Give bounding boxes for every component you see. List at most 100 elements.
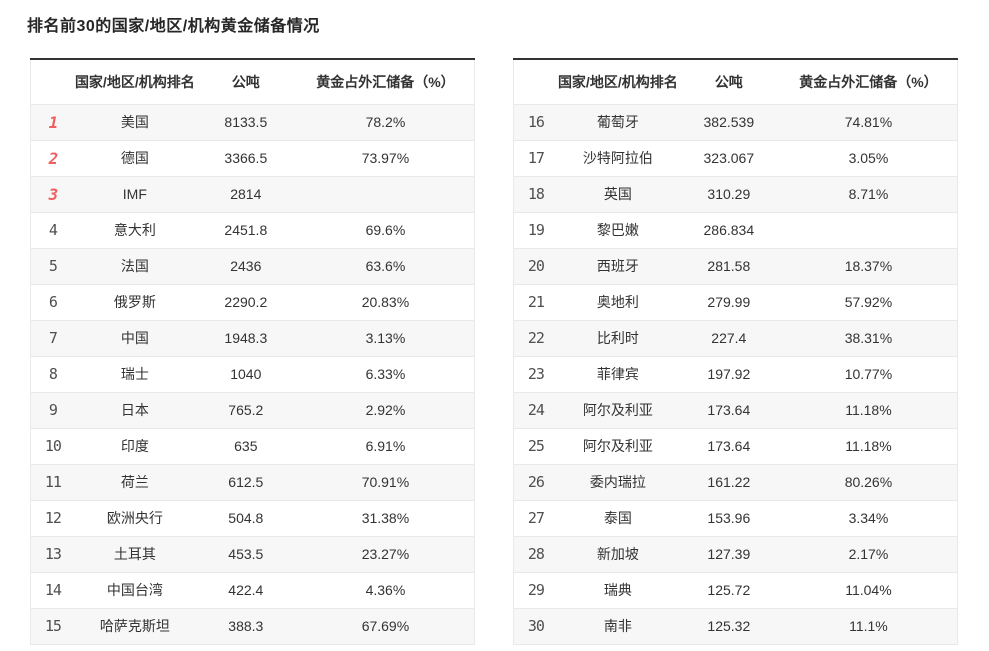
tons-cell: 8133.5 bbox=[194, 104, 297, 141]
table-row: 26 委内瑞拉 161.22 80.26% bbox=[513, 464, 958, 501]
rank-cell: 10 bbox=[30, 428, 75, 465]
table-row: 25 阿尔及利亚 173.64 11.18% bbox=[513, 428, 958, 465]
percent-cell: 2.17% bbox=[779, 536, 958, 573]
rank-cell: 19 bbox=[513, 212, 558, 249]
table-row: 8 瑞士 1040 6.33% bbox=[30, 356, 475, 393]
percent-cell: 38.31% bbox=[779, 320, 958, 357]
country-name-cell: 土耳其 bbox=[74, 536, 195, 573]
percent-cell: 6.33% bbox=[296, 356, 475, 393]
tables-container: 国家/地区/机构排名 公吨 黄金占外汇储备（%） 1 美国 8133.5 78.… bbox=[27, 58, 958, 645]
rank-cell: 6 bbox=[30, 284, 75, 321]
rank-cell: 17 bbox=[513, 140, 558, 177]
tons-cell: 125.32 bbox=[677, 608, 780, 645]
rank-cell: 16 bbox=[513, 104, 558, 141]
country-name-cell: 阿尔及利亚 bbox=[557, 392, 678, 429]
table-row: 23 菲律宾 197.92 10.77% bbox=[513, 356, 958, 393]
country-name-cell: 欧洲央行 bbox=[74, 500, 195, 537]
percent-cell: 67.69% bbox=[296, 608, 475, 645]
tons-cell: 173.64 bbox=[677, 392, 780, 429]
percent-cell: 73.97% bbox=[296, 140, 475, 177]
tons-cell: 453.5 bbox=[194, 536, 297, 573]
header-row: 国家/地区/机构排名 公吨 黄金占外汇储备（%） bbox=[513, 59, 958, 105]
tons-cell: 388.3 bbox=[194, 608, 297, 645]
rank-cell: 5 bbox=[30, 248, 75, 285]
tons-cell: 422.4 bbox=[194, 572, 297, 609]
tons-cell: 765.2 bbox=[194, 392, 297, 429]
rank-cell: 14 bbox=[30, 572, 75, 609]
page-title: 排名前30的国家/地区/机构黄金储备情况 bbox=[27, 18, 320, 35]
gold-table-ranks-1-15: 国家/地区/机构排名 公吨 黄金占外汇储备（%） 1 美国 8133.5 78.… bbox=[30, 58, 475, 645]
table-row: 6 俄罗斯 2290.2 20.83% bbox=[30, 284, 475, 321]
country-name-cell: 南非 bbox=[557, 608, 678, 645]
country-name-cell: 中国 bbox=[74, 320, 195, 357]
tons-cell: 3366.5 bbox=[194, 140, 297, 177]
country-name-cell: 荷兰 bbox=[74, 464, 195, 501]
table-row: 15 哈萨克斯坦 388.3 67.69% bbox=[30, 608, 475, 645]
table-row: 17 沙特阿拉伯 323.067 3.05% bbox=[513, 140, 958, 177]
percent-cell: 3.13% bbox=[296, 320, 475, 357]
percent-cell: 3.34% bbox=[779, 500, 958, 537]
tons-column-header: 公吨 bbox=[194, 59, 297, 105]
name-column-header: 国家/地区/机构排名 bbox=[74, 59, 195, 105]
table-row: 18 英国 310.29 8.71% bbox=[513, 176, 958, 213]
tons-cell: 286.834 bbox=[677, 212, 780, 249]
country-name-cell: 西班牙 bbox=[557, 248, 678, 285]
percent-cell: 10.77% bbox=[779, 356, 958, 393]
tons-cell: 635 bbox=[194, 428, 297, 465]
header-row: 国家/地区/机构排名 公吨 黄金占外汇储备（%） bbox=[30, 59, 475, 105]
table-row: 16 葡萄牙 382.539 74.81% bbox=[513, 104, 958, 141]
country-name-cell: 德国 bbox=[74, 140, 195, 177]
tons-cell: 612.5 bbox=[194, 464, 297, 501]
percent-column-header: 黄金占外汇储备（%） bbox=[296, 59, 475, 105]
rank-cell: 2 bbox=[30, 140, 75, 177]
rank-cell: 1 bbox=[30, 104, 75, 141]
percent-cell: 11.1% bbox=[779, 608, 958, 645]
table-row: 19 黎巴嫩 286.834 bbox=[513, 212, 958, 249]
country-name-cell: 法国 bbox=[74, 248, 195, 285]
rank-cell: 4 bbox=[30, 212, 75, 249]
tons-cell: 161.22 bbox=[677, 464, 780, 501]
country-name-cell: 美国 bbox=[74, 104, 195, 141]
rank-cell: 15 bbox=[30, 608, 75, 645]
country-name-cell: 瑞典 bbox=[557, 572, 678, 609]
country-name-cell: 哈萨克斯坦 bbox=[74, 608, 195, 645]
tons-cell: 2451.8 bbox=[194, 212, 297, 249]
country-name-cell: 俄罗斯 bbox=[74, 284, 195, 321]
country-name-cell: 新加坡 bbox=[557, 536, 678, 573]
country-name-cell: 印度 bbox=[74, 428, 195, 465]
percent-cell: 20.83% bbox=[296, 284, 475, 321]
country-name-cell: 黎巴嫩 bbox=[557, 212, 678, 249]
tons-cell: 279.99 bbox=[677, 284, 780, 321]
table-row: 11 荷兰 612.5 70.91% bbox=[30, 464, 475, 501]
rank-cell: 8 bbox=[30, 356, 75, 393]
gold-table-ranks-16-30: 国家/地区/机构排名 公吨 黄金占外汇储备（%） 16 葡萄牙 382.539 … bbox=[513, 58, 958, 645]
table-row: 14 中国台湾 422.4 4.36% bbox=[30, 572, 475, 609]
table-row: 10 印度 635 6.91% bbox=[30, 428, 475, 465]
country-name-cell: 比利时 bbox=[557, 320, 678, 357]
percent-cell: 4.36% bbox=[296, 572, 475, 609]
country-name-cell: 阿尔及利亚 bbox=[557, 428, 678, 465]
percent-cell: 74.81% bbox=[779, 104, 958, 141]
rank-cell: 28 bbox=[513, 536, 558, 573]
table-row: 28 新加坡 127.39 2.17% bbox=[513, 536, 958, 573]
tons-cell: 127.39 bbox=[677, 536, 780, 573]
tons-cell: 2290.2 bbox=[194, 284, 297, 321]
table-row: 30 南非 125.32 11.1% bbox=[513, 608, 958, 645]
tons-cell: 281.58 bbox=[677, 248, 780, 285]
percent-cell: 2.92% bbox=[296, 392, 475, 429]
tons-cell: 125.72 bbox=[677, 572, 780, 609]
percent-cell: 23.27% bbox=[296, 536, 475, 573]
rank-cell: 12 bbox=[30, 500, 75, 537]
rank-cell: 21 bbox=[513, 284, 558, 321]
rank-column-header bbox=[513, 59, 558, 105]
country-name-cell: 中国台湾 bbox=[74, 572, 195, 609]
rank-cell: 26 bbox=[513, 464, 558, 501]
percent-cell: 18.37% bbox=[779, 248, 958, 285]
percent-cell: 11.18% bbox=[779, 428, 958, 465]
rank-cell: 23 bbox=[513, 356, 558, 393]
country-name-cell: 泰国 bbox=[557, 500, 678, 537]
rank-cell: 24 bbox=[513, 392, 558, 429]
percent-cell: 63.6% bbox=[296, 248, 475, 285]
tons-cell: 382.539 bbox=[677, 104, 780, 141]
